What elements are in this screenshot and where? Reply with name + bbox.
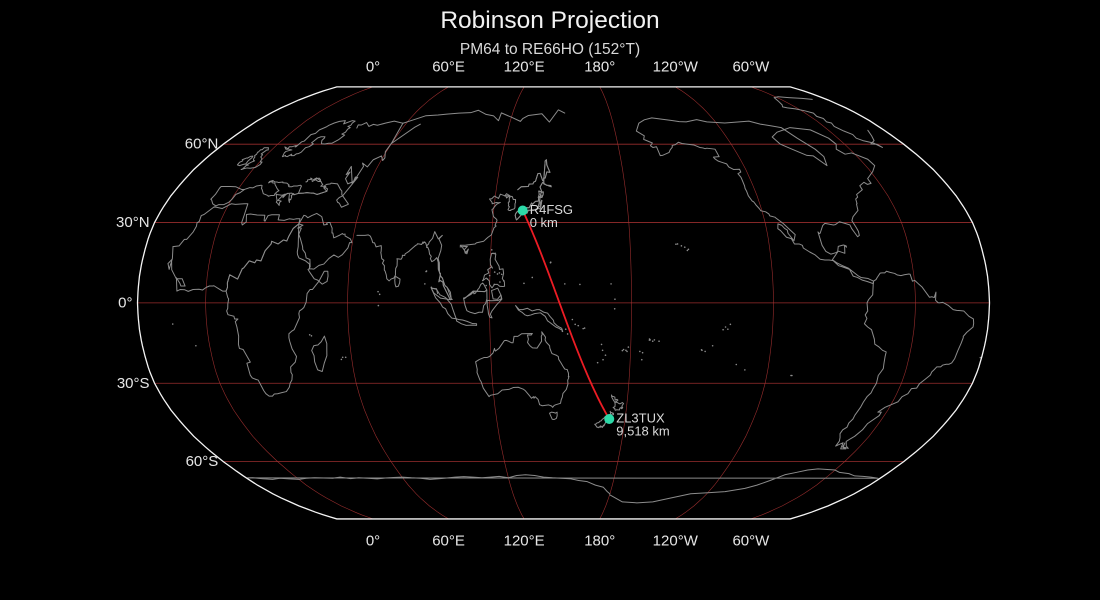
svg-text:0°: 0°	[366, 532, 380, 549]
svg-text:180°: 180°	[584, 532, 615, 549]
svg-text:120°W: 120°W	[653, 58, 699, 75]
svg-text:0 km: 0 km	[530, 215, 558, 230]
svg-text:0°: 0°	[118, 294, 132, 311]
svg-text:60°E: 60°E	[432, 532, 465, 549]
svg-text:120°E: 120°E	[504, 58, 545, 75]
svg-text:60°W: 60°W	[732, 532, 770, 549]
svg-text:60°S: 60°S	[186, 453, 219, 470]
svg-text:60°E: 60°E	[432, 58, 465, 75]
svg-text:9,518 km: 9,518 km	[616, 423, 669, 438]
svg-text:0°: 0°	[366, 58, 380, 75]
svg-text:120°E: 120°E	[504, 532, 545, 549]
svg-text:30°N: 30°N	[116, 214, 150, 231]
svg-text:60°W: 60°W	[732, 58, 770, 75]
svg-text:120°W: 120°W	[653, 532, 699, 549]
svg-text:60°N: 60°N	[185, 136, 219, 153]
svg-text:30°S: 30°S	[117, 375, 150, 392]
svg-text:180°: 180°	[584, 58, 615, 75]
